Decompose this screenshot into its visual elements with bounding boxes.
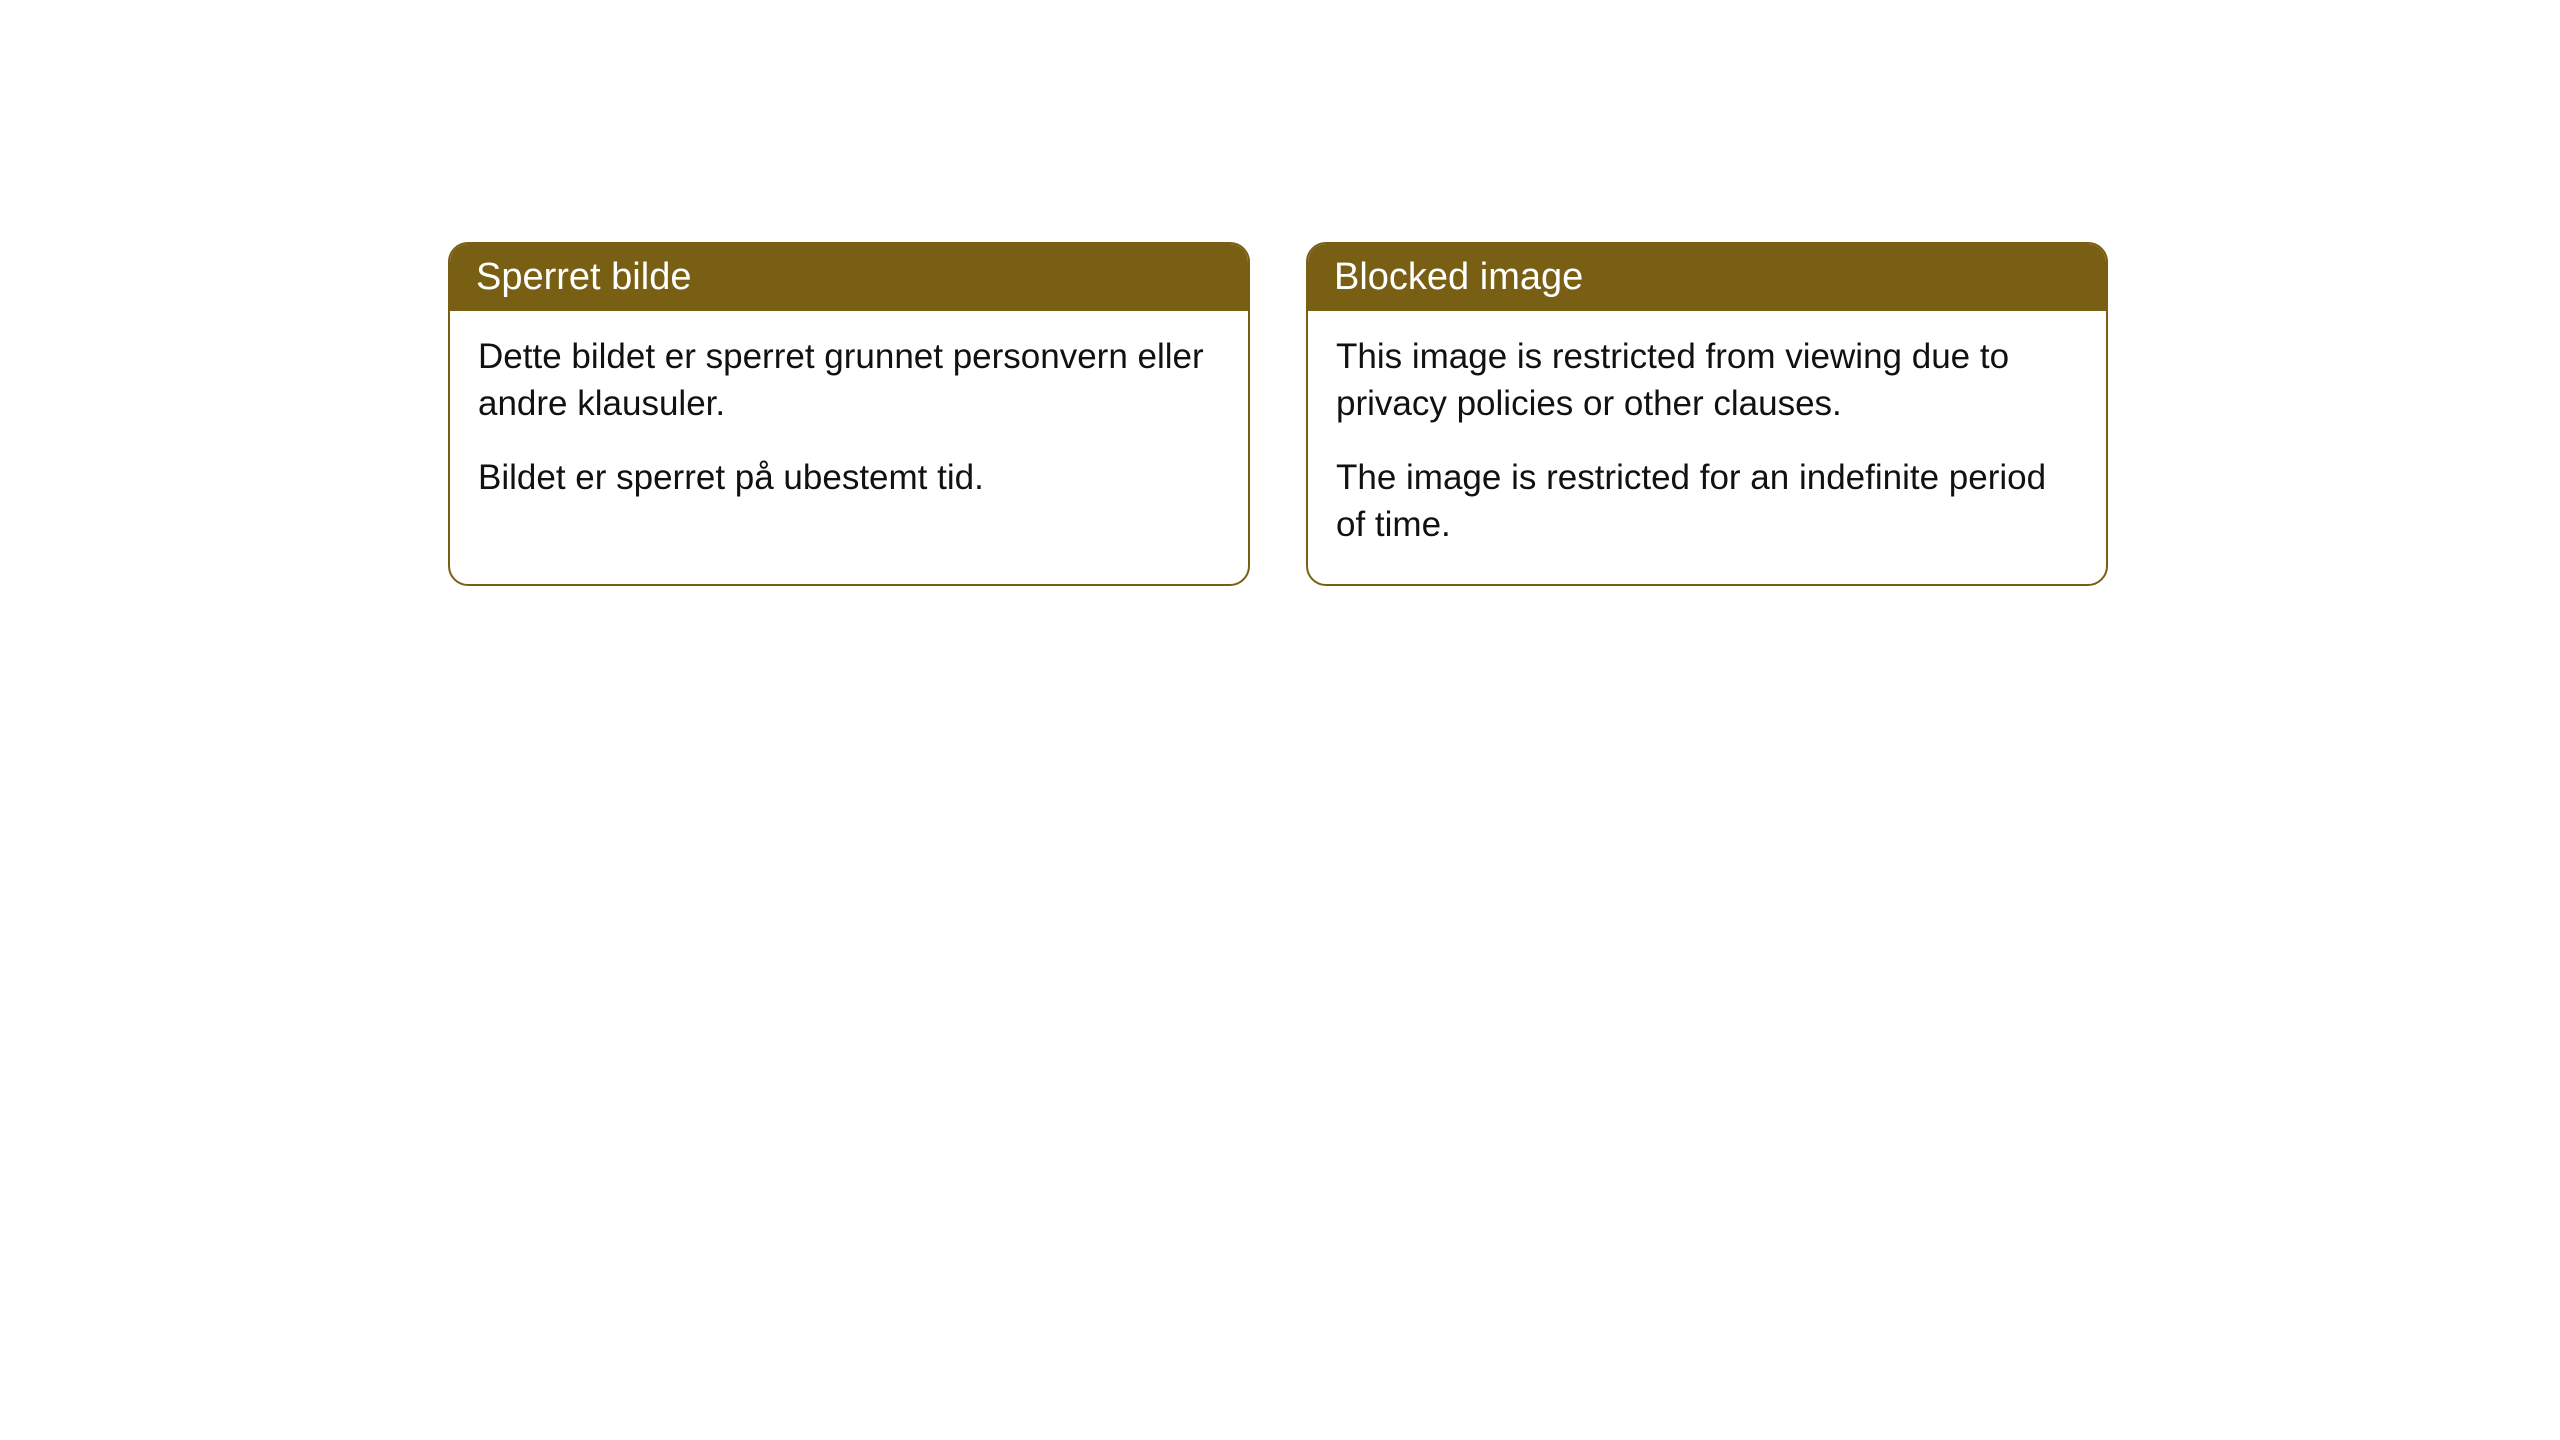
card-paragraph-2: Bildet er sperret på ubestemt tid. (478, 454, 1220, 501)
blocked-image-card-english: Blocked image This image is restricted f… (1306, 242, 2108, 586)
card-title: Sperret bilde (476, 256, 691, 298)
card-header: Blocked image (1308, 244, 2106, 311)
card-paragraph-2: The image is restricted for an indefinit… (1336, 454, 2078, 549)
card-title: Blocked image (1334, 256, 1583, 298)
blocked-image-cards-container: Sperret bilde Dette bildet er sperret gr… (448, 242, 2108, 586)
card-body: Dette bildet er sperret grunnet personve… (450, 311, 1248, 537)
blocked-image-card-norwegian: Sperret bilde Dette bildet er sperret gr… (448, 242, 1250, 586)
card-body: This image is restricted from viewing du… (1308, 311, 2106, 584)
card-paragraph-1: Dette bildet er sperret grunnet personve… (478, 333, 1220, 428)
card-paragraph-1: This image is restricted from viewing du… (1336, 333, 2078, 428)
card-header: Sperret bilde (450, 244, 1248, 311)
